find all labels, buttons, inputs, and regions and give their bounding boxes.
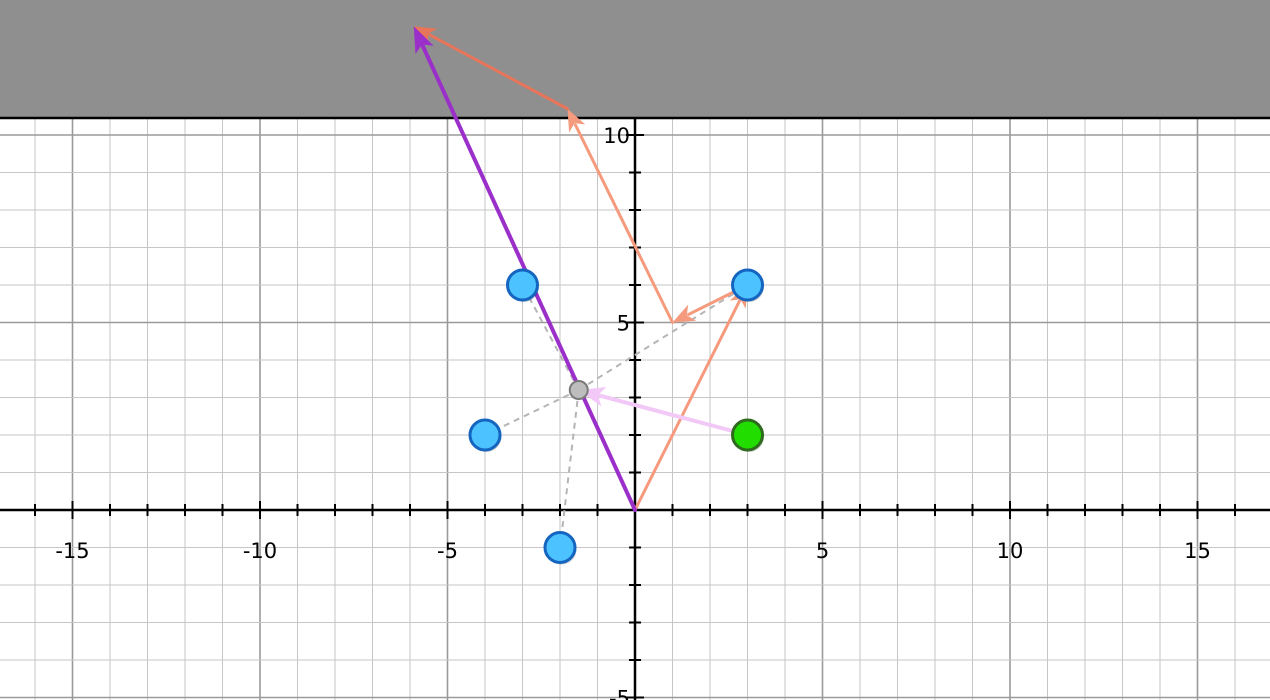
vector-shaft (428, 33, 569, 111)
vector-shaft (633, 299, 741, 512)
centroid-point (568, 380, 589, 400)
x-tick-label: 5 (816, 539, 829, 563)
blue-point-4[interactable] (543, 531, 577, 565)
orange-vector-d-to-e (413, 26, 569, 111)
y-tick-label: 5 (617, 312, 630, 336)
blue-point-3[interactable] (468, 418, 502, 452)
point-handle[interactable] (543, 531, 577, 564)
y-tick-label: -5 (609, 687, 630, 700)
dashed-connector-line (521, 284, 580, 391)
dashed-connector-line (559, 389, 580, 548)
blue-point-2[interactable] (731, 268, 765, 302)
green-point[interactable] (731, 418, 765, 452)
x-tick-label: -15 (55, 539, 89, 563)
x-tick-label: 10 (997, 539, 1024, 563)
vector-arrowhead (672, 304, 697, 323)
point-handle[interactable] (731, 268, 764, 302)
dashed-connector-line (578, 284, 749, 391)
pink-vector-green-to-centroid (578, 387, 750, 437)
vector-shaft (598, 393, 750, 437)
salmon-vector-c-to-d (567, 108, 674, 324)
point-handle[interactable] (468, 418, 502, 452)
vector-arrowhead (413, 26, 438, 45)
vector-arrowhead (567, 108, 586, 133)
point-handle[interactable] (731, 418, 764, 452)
x-tick-label: -10 (243, 539, 277, 563)
point-handle[interactable] (506, 268, 539, 302)
y-tick-label: 10 (603, 124, 630, 148)
vector-shaft (573, 123, 674, 324)
blue-point-1[interactable] (506, 268, 540, 302)
x-tick-label: 15 (1184, 539, 1211, 563)
vector-arrowhead (413, 26, 434, 55)
x-tick-label: -5 (437, 539, 458, 563)
top-band (0, 0, 1270, 118)
